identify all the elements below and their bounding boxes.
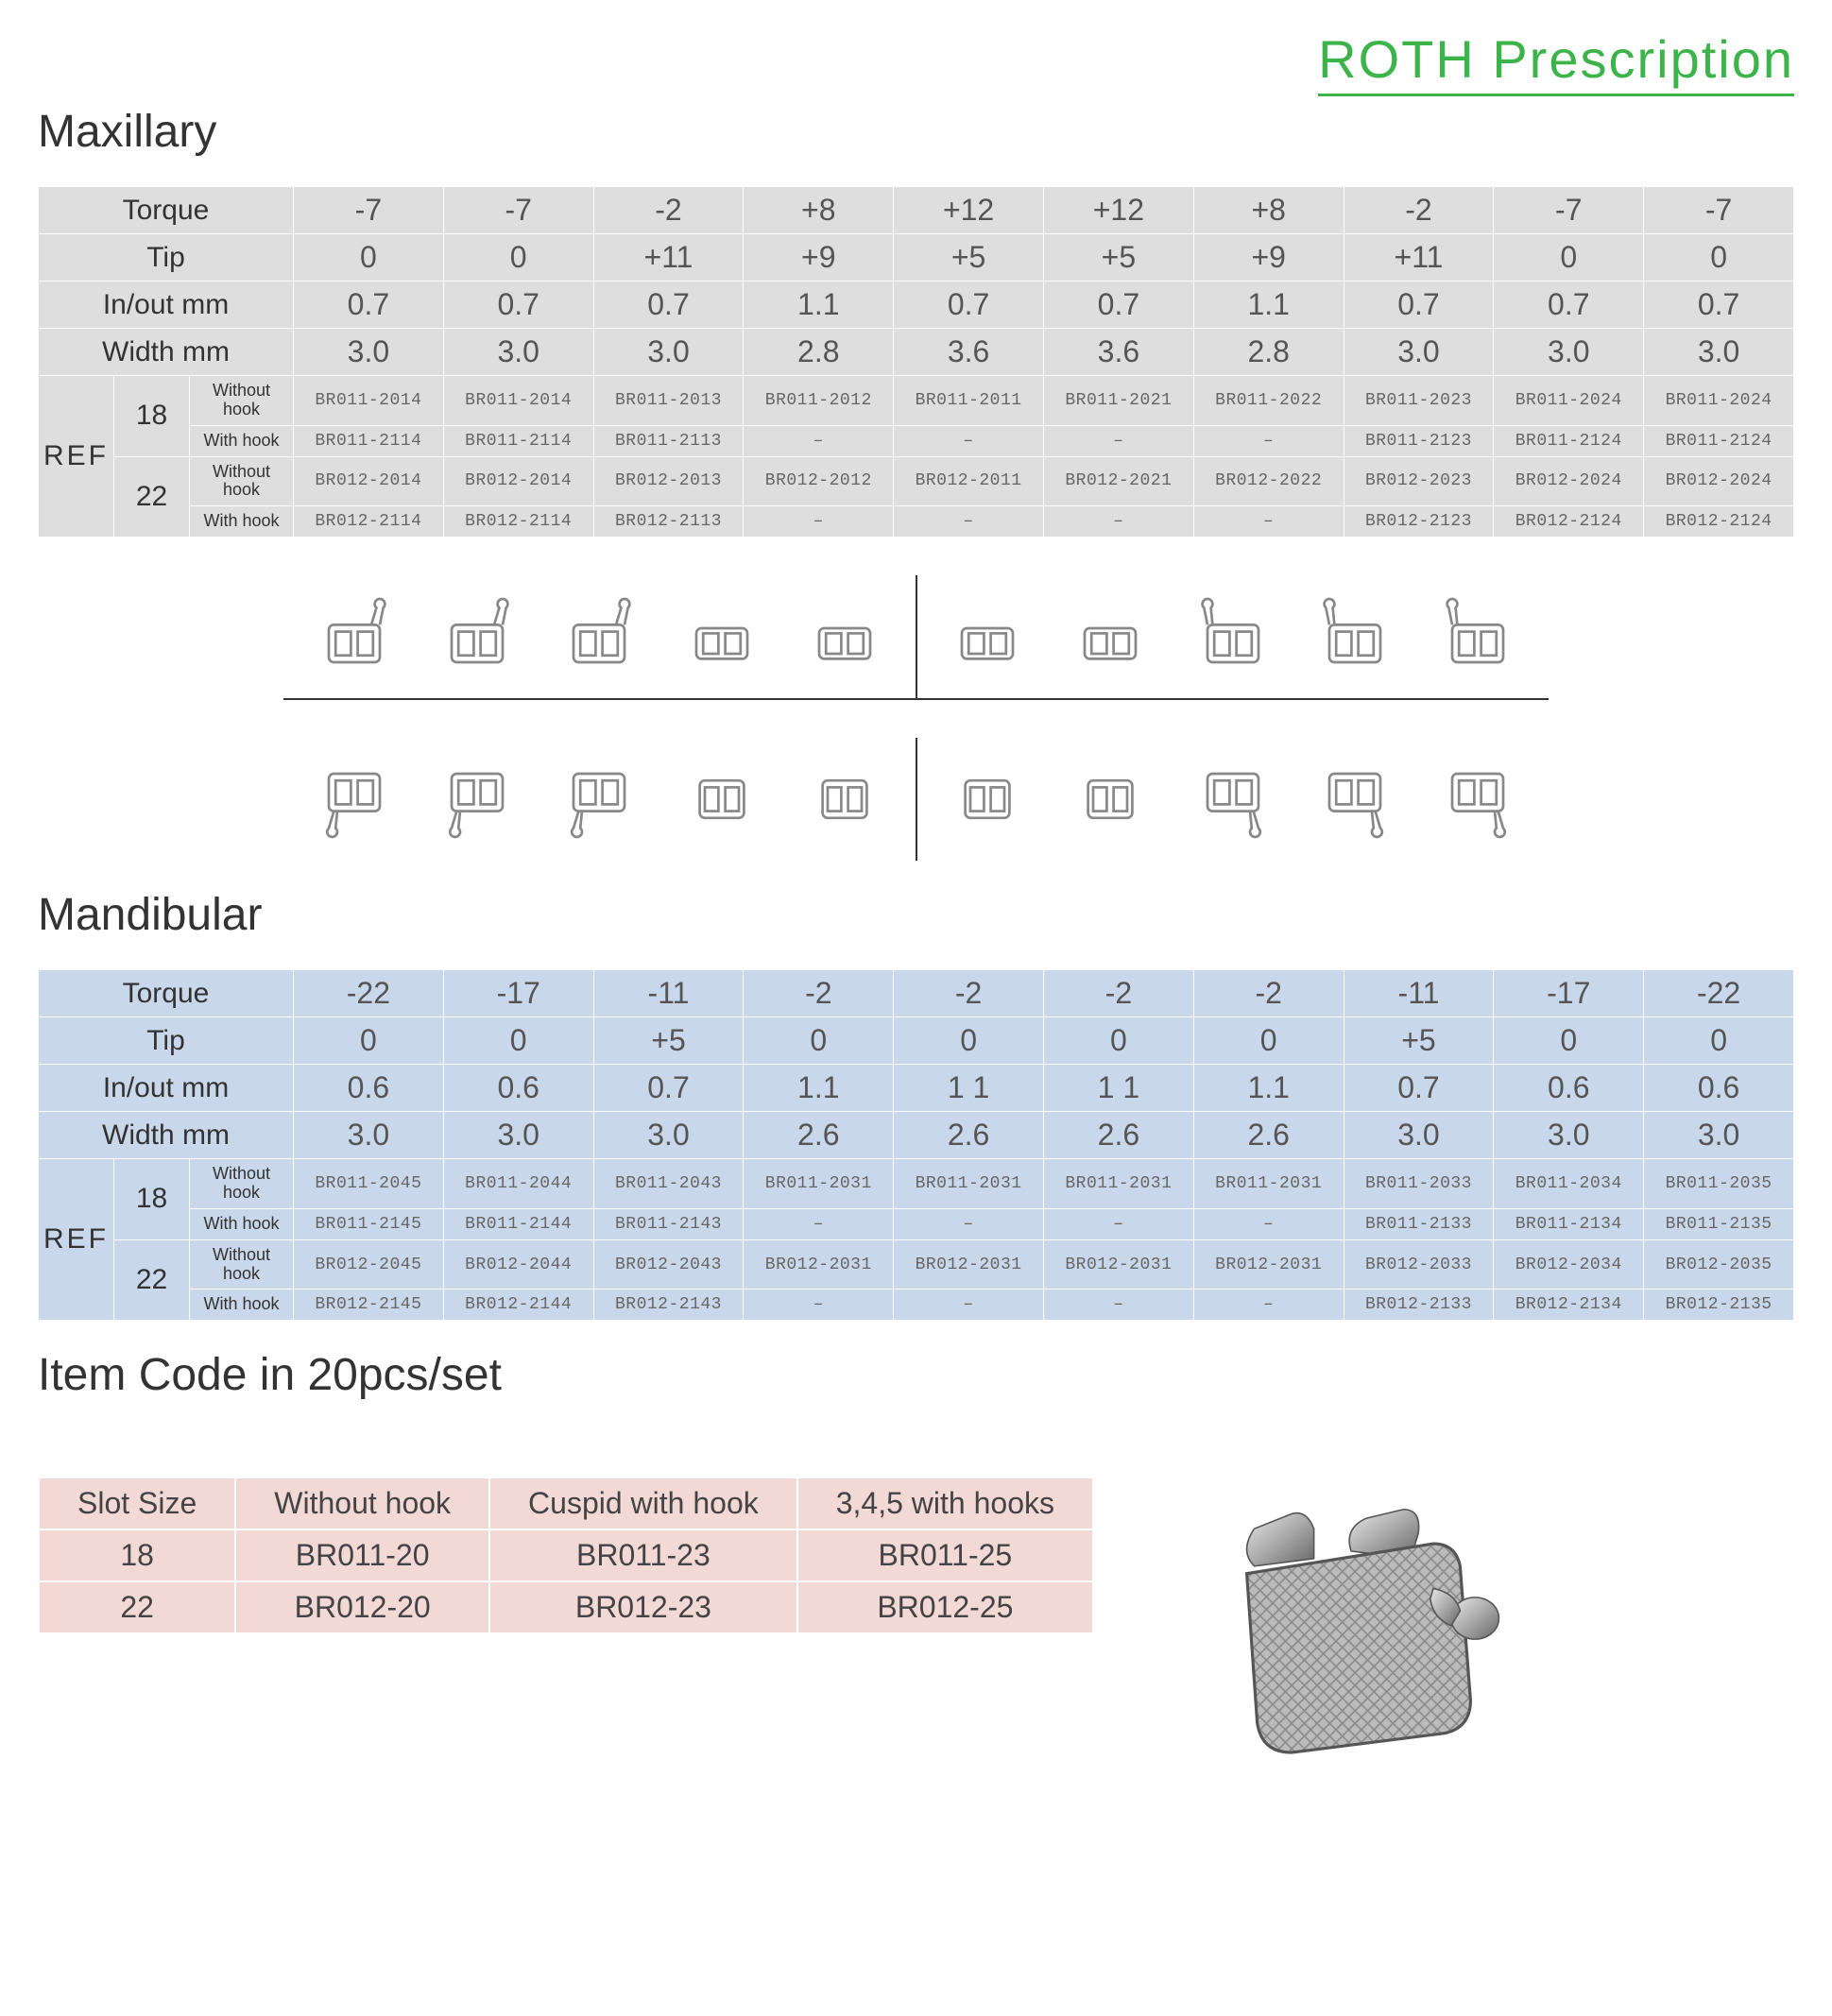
bracket-icon [1190,757,1276,842]
row-torque: Torque -7-7-2+8+12+12+8-2-7-7 [39,187,1794,234]
mandibular-heading: Mandibular [38,889,1794,941]
bracket-row-upper [38,575,1794,700]
bracket-icon [945,594,1030,679]
bracket-icon [679,757,764,842]
bracket-icon [802,594,887,679]
bracket-icon [312,757,397,842]
row-ref18-nohook: REF 18 Without hook BR011-2045BR011-2044… [39,1159,1794,1209]
col-slot-size: Slot Size [39,1478,235,1529]
bracket-icon [435,594,520,679]
table-row: 22 BR012-20 BR012-23 BR012-25 [39,1581,1093,1633]
row-torque: Torque -22-17-11-2-2-2-2-11-17-22 [39,970,1794,1017]
col-345-hooks: 3,4,5 with hooks [797,1478,1093,1529]
maxillary-table: Torque -7-7-2+8+12+12+8-2-7-7 Tip 00+11+… [38,186,1794,538]
bracket-lower-right [917,738,1549,861]
maxillary-heading: Maxillary [38,106,1794,158]
table-row: 18 BR011-20 BR011-23 BR011-25 [39,1529,1093,1581]
bracket-icon [679,594,764,679]
col-cuspid-hook: Cuspid with hook [489,1478,797,1529]
bracket-icon [556,594,642,679]
bracket-upper-left [283,575,917,700]
row-ref22-withhook: With hook BR012-2145BR012-2144BR012-2143… [39,1290,1794,1321]
item-code-table: Slot Size Without hook Cuspid with hook … [38,1477,1094,1634]
bracket-icon [556,757,642,842]
row-ref18-withhook: With hook BR011-2114BR011-2114BR011-2113… [39,425,1794,456]
row-tip: Tip 00+11+9+5+5+9+1100 [39,234,1794,282]
row-tip: Tip 00+50000+500 [39,1017,1794,1065]
bracket-icon [1435,757,1520,842]
bracket-icon [1068,757,1153,842]
item-code-heading: Item Code in 20pcs/set [38,1349,1794,1401]
bracket-icon [945,757,1030,842]
bracket-icon [1312,757,1397,842]
bracket-upper-right [917,575,1549,700]
row-ref22-nohook: 22 Without hook BR012-2045BR012-2044BR01… [39,1239,1794,1290]
row-width: Width mm 3.03.03.02.62.62.62.63.03.03.0 [39,1112,1794,1159]
row-ref22-withhook: With hook BR012-2114BR012-2114BR012-2113… [39,506,1794,538]
row-width: Width mm 3.03.03.02.83.63.62.83.03.03.0 [39,329,1794,376]
bracket-row-lower [38,738,1794,861]
bracket-icon [312,594,397,679]
bracket-icon [1312,594,1397,679]
col-without-hook: Without hook [235,1478,489,1529]
row-ref22-nohook: 22 Without hook BR012-2014BR012-2014BR01… [39,456,1794,506]
row-inout: In/out mm 0.70.70.71.10.70.71.10.70.70.7 [39,282,1794,329]
bracket-lower-left [283,738,917,861]
row-inout: In/out mm 0.60.60.71.11 11 11.10.70.60.6 [39,1065,1794,1112]
bracket-icon [1068,594,1153,679]
bracket-icon [802,757,887,842]
page-title: ROTH Prescription [1318,28,1794,96]
row-ref18-nohook: REF 18 Without hook BR011-2014BR011-2014… [39,376,1794,426]
bracket-icon [1190,594,1276,679]
bracket-icon [435,757,520,842]
bracket-icon [1435,594,1520,679]
mandibular-table: Torque -22-17-11-2-2-2-2-11-17-22 Tip 00… [38,969,1794,1321]
bracket-3d-icon [1207,1477,1510,1760]
row-ref18-withhook: With hook BR011-2145BR011-2144BR011-2143… [39,1208,1794,1239]
